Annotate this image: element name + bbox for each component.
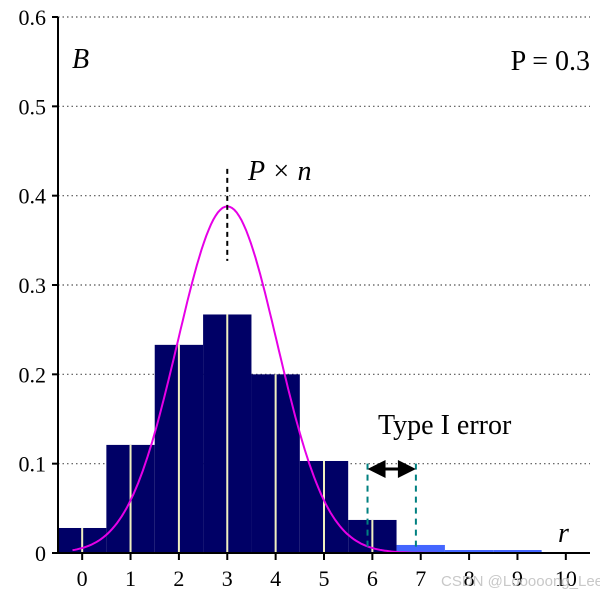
y-tick-label: 0.6 <box>19 5 47 30</box>
gridlines <box>58 16 590 465</box>
x-tick-label: 2 <box>173 566 184 591</box>
bar <box>444 550 494 553</box>
y-tick-labels: 0 0.1 0.2 0.3 0.4 0.5 0.6 <box>19 5 47 566</box>
y-tick-label: 0.5 <box>19 94 47 119</box>
x-tick-label: 5 <box>319 566 330 591</box>
y-tick-label: 0.2 <box>19 362 47 387</box>
bar <box>396 544 445 553</box>
x-tick-label: 0 <box>77 566 88 591</box>
mean-label: P × n <box>247 156 312 187</box>
x-tick-label: 7 <box>415 566 426 591</box>
y-tick-label: 0.3 <box>19 273 47 298</box>
y-tick-label: 0 <box>35 541 46 566</box>
x-tick-label: 9 <box>512 566 523 591</box>
y-axis-label: B <box>72 44 89 75</box>
bars <box>58 314 542 553</box>
x-tick-label: 3 <box>222 566 233 591</box>
type-error-label: Type I error <box>378 410 512 441</box>
axes <box>52 16 590 560</box>
y-tick-label: 0.1 <box>19 452 47 477</box>
x-tick-label: 4 <box>270 566 281 591</box>
parameter-label-group: P = 0.3 <box>511 46 590 77</box>
x-tick-label: 6 <box>367 566 378 591</box>
bar <box>493 550 542 553</box>
x-tick-label: 1 <box>125 566 136 591</box>
x-axis-label: r <box>558 518 569 549</box>
x-tick-label: 10 <box>555 566 577 591</box>
type-error-double-arrow <box>367 460 416 479</box>
x-tick-label: 8 <box>464 566 475 591</box>
y-tick-label: 0.4 <box>19 184 47 209</box>
watermark: CSDN @Looooong_Lee <box>441 573 600 590</box>
arrow-head-right <box>397 460 416 479</box>
arrow-head-left <box>367 460 386 479</box>
x-tick-labels: 0 1 2 3 4 5 6 7 8 9 10 <box>77 566 577 591</box>
annotations <box>226 168 417 551</box>
parameter-label: P = 0.3 <box>511 46 590 77</box>
